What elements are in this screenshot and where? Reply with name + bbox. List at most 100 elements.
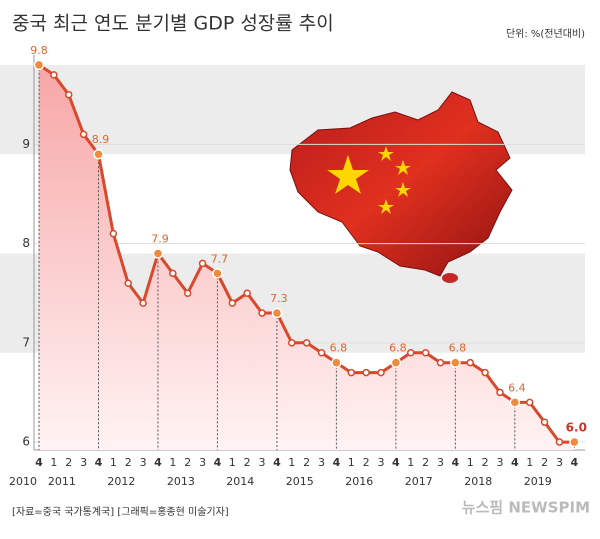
point: [169, 269, 177, 278]
x-tick-label: 2: [65, 456, 72, 469]
point: [362, 368, 370, 377]
x-tick-label: 1: [467, 456, 474, 469]
point: [93, 148, 104, 160]
value-label: 7.3: [270, 292, 288, 305]
x-tick-label: 3: [378, 456, 385, 469]
x-tick-label: 1: [229, 456, 236, 469]
point: [450, 357, 461, 368]
year-label: 2014: [226, 475, 254, 488]
x-tick-label: 4: [392, 456, 400, 469]
chart-title: 중국 최근 연도 분기별 GDP 성장률 추이: [12, 13, 334, 35]
point: [569, 436, 580, 448]
value-label: 9.8: [30, 44, 48, 57]
x-tick-label: 3: [140, 456, 147, 469]
x-tick-label: 2: [422, 456, 429, 469]
point: [481, 368, 489, 377]
point: [271, 307, 283, 319]
x-tick-label: 2: [541, 456, 548, 469]
point: [33, 59, 45, 71]
year-label: 2013: [167, 475, 195, 488]
y-tick-label: 8: [22, 236, 30, 250]
value-label: 7.7: [211, 252, 229, 265]
x-tick-label: 2: [125, 456, 132, 469]
point: [407, 348, 415, 357]
x-tick-label: 1: [348, 456, 355, 469]
x-tick-label: 4: [333, 456, 341, 469]
point: [183, 289, 192, 297]
x-tick-label: 1: [169, 456, 176, 469]
china-map: [289, 91, 513, 283]
x-tick-label: 1: [110, 456, 117, 469]
source-note: [자료=중국 국가통계국] [그래픽=홍종현 미술기자]: [12, 505, 229, 518]
value-label: 8.9: [92, 133, 110, 146]
x-tick-label: 4: [95, 456, 103, 469]
x-tick-label: 4: [214, 456, 222, 469]
x-tick-label: 1: [50, 456, 57, 469]
point: [540, 418, 549, 426]
year-label: 2015: [286, 475, 314, 488]
x-tick-label: 4: [452, 456, 460, 469]
x-tick-label: 3: [437, 456, 444, 469]
point: [377, 368, 385, 377]
point: [317, 348, 326, 357]
x-tick-label: 3: [259, 456, 266, 469]
point: [509, 397, 521, 408]
point: [331, 357, 342, 368]
point: [50, 71, 58, 79]
unit-label: 단위: %(전년대비): [506, 27, 585, 40]
year-label: 2016: [345, 475, 373, 488]
x-tick-label: 2: [184, 456, 191, 469]
x-tick-label: 4: [511, 456, 519, 469]
y-tick-label: 9: [22, 137, 30, 151]
point: [466, 358, 474, 367]
year-label: 2017: [405, 475, 433, 488]
point: [152, 248, 164, 259]
year-label: 2012: [107, 475, 135, 488]
x-tick-label: 2: [303, 456, 310, 469]
value-label: 6.0: [566, 421, 587, 435]
x-tick-label: 3: [318, 456, 325, 469]
point: [436, 358, 445, 367]
year-label: 2019: [524, 475, 552, 488]
x-tick-label: 4: [154, 456, 162, 469]
x-tick-label: 1: [526, 456, 533, 469]
year-label: 2018: [464, 475, 492, 488]
y-tick-label: 7: [22, 335, 30, 349]
point: [525, 398, 534, 407]
value-label: 6.4: [508, 381, 526, 394]
point: [496, 388, 504, 397]
point: [79, 130, 88, 139]
area: [39, 64, 575, 451]
year-label: 2010: [9, 475, 37, 488]
logo: 뉴스핌 NEWSPIM: [462, 499, 590, 517]
x-tick-label: 2: [482, 456, 489, 469]
point: [139, 299, 147, 307]
point: [228, 299, 237, 307]
point: [347, 368, 356, 377]
x-tick-label: 2: [363, 456, 370, 469]
point: [109, 229, 118, 238]
point: [198, 259, 207, 268]
point: [288, 339, 296, 347]
x-tick-label: 4: [570, 456, 578, 469]
x-tick-label: 3: [496, 456, 503, 469]
year-label: 2011: [48, 475, 76, 488]
y-tick-label: 6: [22, 435, 30, 449]
x-tick-label: 1: [288, 456, 295, 469]
point: [555, 438, 564, 446]
x-tick-label: 1: [407, 456, 414, 469]
point: [302, 339, 311, 347]
point: [243, 289, 251, 297]
value-label: 6.8: [389, 342, 407, 355]
point: [64, 90, 73, 99]
value-label: 7.9: [151, 232, 169, 245]
x-tick-label: 3: [80, 456, 87, 469]
point: [212, 268, 223, 279]
x-tick-label: 3: [556, 456, 563, 469]
x-tick-label: 3: [199, 456, 206, 469]
point: [421, 348, 430, 357]
point: [390, 357, 402, 368]
value-label: 6.8: [449, 342, 467, 355]
x-tick-label: 2: [244, 456, 251, 469]
